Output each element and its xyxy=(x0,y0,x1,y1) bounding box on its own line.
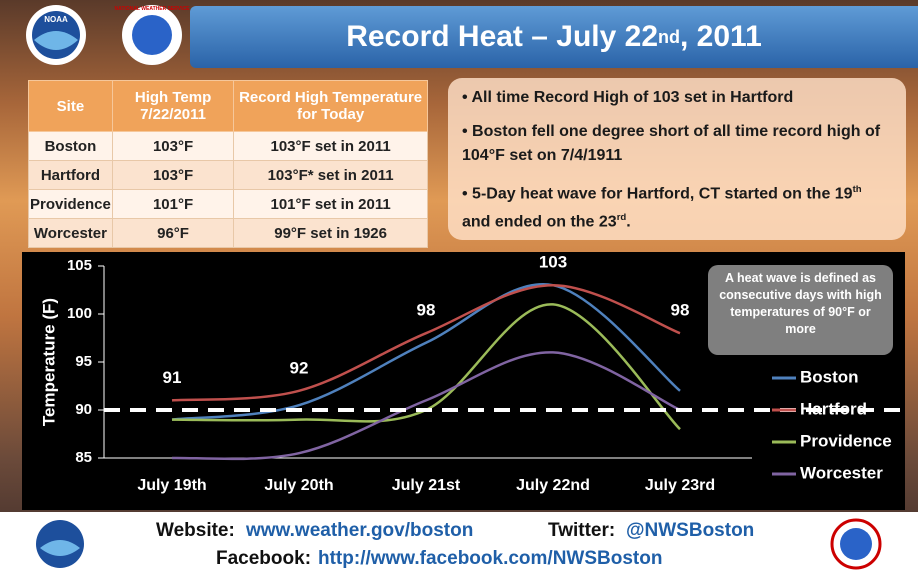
table-cell: Boston xyxy=(28,131,113,161)
logos: NOAA NATIONAL WEATHER SERVICE xyxy=(26,5,191,65)
bullet-text: All time Record High of 103 set in Hartf… xyxy=(471,89,794,106)
bullet-sup: rd xyxy=(616,212,627,224)
nws-logo-inner xyxy=(132,15,172,55)
table-cell: 103°F set in 2011 xyxy=(233,131,428,161)
table-cell: 101°F xyxy=(111,189,235,219)
legend-label: Providence xyxy=(800,431,892,450)
bullet: • 5-Day heat wave for Hartford, CT start… xyxy=(462,184,862,231)
x-tick-label: July 22nd xyxy=(516,477,590,494)
header-cell: High Temp 7/22/2011 xyxy=(111,80,235,132)
table-row: Hartford 103°F 103°F* set in 2011 xyxy=(28,160,428,190)
table-cell: Providence xyxy=(28,189,113,219)
y-tick-label: 100 xyxy=(67,305,92,322)
bullet-text: and ended on the 23 xyxy=(462,213,617,231)
data-label: 103 xyxy=(539,253,567,272)
legend-label: Hartford xyxy=(800,399,867,418)
table-row: Worcester 96°F 99°F set in 1926 xyxy=(28,218,428,248)
series-line xyxy=(171,283,681,421)
table-row: Boston 103°F 103°F set in 2011 xyxy=(28,131,428,161)
bullet-sup: th xyxy=(852,184,862,195)
bullet-panel: • All time Record High of 103 set in Har… xyxy=(448,78,906,240)
logo-text: NOAA xyxy=(44,15,68,24)
table-cell: Hartford xyxy=(28,160,113,190)
title-text: , 2011 xyxy=(680,20,762,53)
annotation: A heat wave is defined as consecutive da… xyxy=(719,271,882,336)
twitter-label: Twitter: xyxy=(548,520,616,541)
legend-label: Worcester xyxy=(800,463,883,482)
data-label: 98 xyxy=(417,301,436,320)
record-table: Site High Temp 7/22/2011 Record High Tempe… xyxy=(28,80,428,248)
x-tick-label: July 19th xyxy=(137,477,206,494)
bullet-text: . xyxy=(626,213,631,231)
facebook-label: Facebook: xyxy=(216,548,312,569)
title-sup: nd xyxy=(658,26,681,47)
annotation-box xyxy=(708,265,893,355)
table-cell: 103°F xyxy=(111,160,235,190)
table-cell: 103°F xyxy=(111,131,235,161)
table-cell: Worcester xyxy=(28,218,113,248)
bullet-text: Boston fell one degree short of all time… xyxy=(462,123,881,164)
twitter-link[interactable]: @NWSBoston xyxy=(626,520,755,541)
y-tick-label: 85 xyxy=(75,449,92,466)
series-line xyxy=(171,303,681,431)
footer-logo xyxy=(830,518,882,570)
table-cell: 103°F* set in 2011 xyxy=(233,160,428,190)
facebook-link[interactable]: http://www.facebook.com/NWSBoston xyxy=(318,548,663,569)
footer-logo xyxy=(36,520,84,568)
table-row: Providence 101°F 101°F set in 2011 xyxy=(28,189,428,219)
y-tick-label: 90 xyxy=(75,401,92,418)
legend-label: Boston xyxy=(800,367,859,386)
bullet: • Boston fell one degree short of all ti… xyxy=(462,123,881,164)
header-row: Site High Temp 7/22/2011 Record High Tempe… xyxy=(28,80,428,132)
title-text: Record Heat – July 22 xyxy=(346,20,659,53)
data-label: 91 xyxy=(163,368,182,387)
x-tick-label: July 20th xyxy=(264,477,333,494)
footer: Website: www.weather.gov/boston Twitter:… xyxy=(0,512,918,574)
y-axis-label: Temperature (F) xyxy=(39,298,58,426)
data-label: 92 xyxy=(290,358,309,377)
y-tick-label: 105 xyxy=(67,257,92,274)
website-link[interactable]: www.weather.gov/boston xyxy=(246,520,474,541)
bullet: • All time Record High of 103 set in Har… xyxy=(462,89,794,106)
data-label: 98 xyxy=(671,301,690,320)
logo-text: NATIONAL WEATHER SERVICE xyxy=(115,6,191,12)
table-cell: 101°F set in 2011 xyxy=(233,189,428,219)
table-cell: 96°F xyxy=(111,218,235,248)
title-banner xyxy=(190,6,918,68)
website-label: Website: xyxy=(156,520,235,541)
x-tick-label: July 23rd xyxy=(645,477,715,494)
bullet-text: 5-Day heat wave for Hartford, CT started… xyxy=(472,185,853,203)
y-tick-label: 95 xyxy=(75,353,92,370)
table-cell: 99°F set in 1926 xyxy=(233,218,428,248)
chart: Temperature (F) 85 90 95 100 105 July 19th Jul… xyxy=(22,252,905,510)
noaa-logo-wave xyxy=(34,31,78,50)
header-cell: Record High Temperature for Today xyxy=(233,80,428,132)
annotation-wrap: A heat wave is defined as consecutive da… xyxy=(719,271,882,336)
header-cell: Site xyxy=(28,80,113,132)
series-line xyxy=(171,351,681,461)
x-tick-label: July 21st xyxy=(392,477,461,494)
series-line xyxy=(171,283,681,402)
